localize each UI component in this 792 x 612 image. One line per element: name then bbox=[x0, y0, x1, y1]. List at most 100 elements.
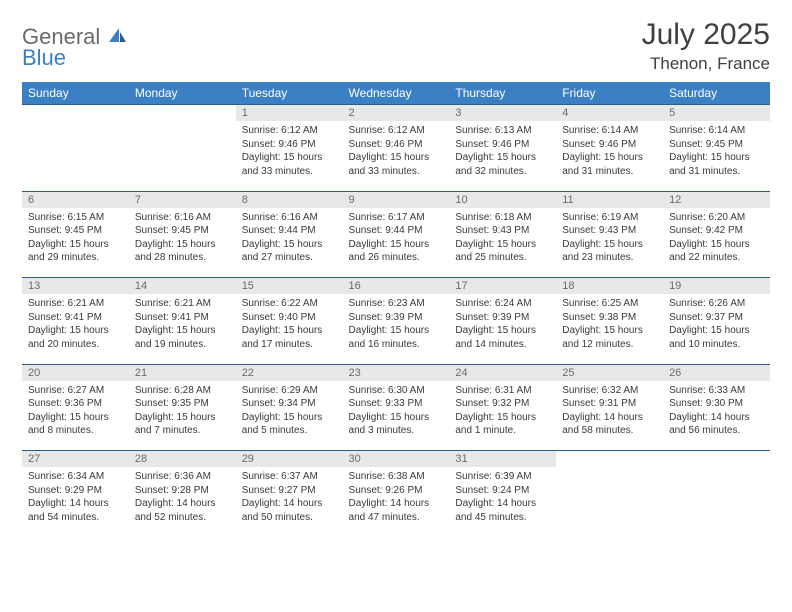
daylight-text-2: and 33 minutes. bbox=[349, 165, 444, 179]
day-cell bbox=[556, 467, 663, 473]
day-number: 17 bbox=[449, 278, 556, 294]
daynum-row: 20212223242526 bbox=[22, 364, 770, 381]
sunset-text: Sunset: 9:29 PM bbox=[28, 484, 123, 498]
sunset-text: Sunset: 9:43 PM bbox=[455, 224, 550, 238]
day-cell: Sunrise: 6:30 AMSunset: 9:33 PMDaylight:… bbox=[343, 381, 450, 441]
daylight-text: Daylight: 15 hours bbox=[562, 238, 657, 252]
daylight-text-2: and 31 minutes. bbox=[669, 165, 764, 179]
sunset-text: Sunset: 9:46 PM bbox=[242, 138, 337, 152]
daylight-text: Daylight: 15 hours bbox=[135, 324, 230, 338]
day-cell: Sunrise: 6:22 AMSunset: 9:40 PMDaylight:… bbox=[236, 294, 343, 354]
sunset-text: Sunset: 9:39 PM bbox=[349, 311, 444, 325]
day-number: 23 bbox=[343, 365, 450, 381]
daylight-text: Daylight: 15 hours bbox=[669, 151, 764, 165]
daycontent-row: Sunrise: 6:12 AMSunset: 9:46 PMDaylight:… bbox=[22, 121, 770, 191]
day-number: 9 bbox=[343, 192, 450, 208]
weekday-header: Wednesday bbox=[343, 82, 450, 105]
weekday-header-row: SundayMondayTuesdayWednesdayThursdayFrid… bbox=[22, 82, 770, 105]
daylight-text: Daylight: 15 hours bbox=[242, 151, 337, 165]
sunrise-text: Sunrise: 6:27 AM bbox=[28, 384, 123, 398]
daylight-text-2: and 50 minutes. bbox=[242, 511, 337, 525]
day-number: 5 bbox=[663, 105, 770, 121]
sunrise-text: Sunrise: 6:31 AM bbox=[455, 384, 550, 398]
day-cell: Sunrise: 6:25 AMSunset: 9:38 PMDaylight:… bbox=[556, 294, 663, 354]
daylight-text-2: and 32 minutes. bbox=[455, 165, 550, 179]
day-cell: Sunrise: 6:37 AMSunset: 9:27 PMDaylight:… bbox=[236, 467, 343, 527]
sunrise-text: Sunrise: 6:33 AM bbox=[669, 384, 764, 398]
sunset-text: Sunset: 9:24 PM bbox=[455, 484, 550, 498]
daynum-row: 6789101112 bbox=[22, 191, 770, 208]
daylight-text: Daylight: 15 hours bbox=[455, 151, 550, 165]
sunset-text: Sunset: 9:40 PM bbox=[242, 311, 337, 325]
sunrise-text: Sunrise: 6:20 AM bbox=[669, 211, 764, 225]
daylight-text-2: and 16 minutes. bbox=[349, 338, 444, 352]
day-cell: Sunrise: 6:20 AMSunset: 9:42 PMDaylight:… bbox=[663, 208, 770, 268]
daylight-text: Daylight: 15 hours bbox=[562, 151, 657, 165]
daylight-text-2: and 10 minutes. bbox=[669, 338, 764, 352]
day-cell bbox=[129, 121, 236, 127]
sunset-text: Sunset: 9:44 PM bbox=[349, 224, 444, 238]
daylight-text-2: and 12 minutes. bbox=[562, 338, 657, 352]
daylight-text: Daylight: 14 hours bbox=[242, 497, 337, 511]
day-cell: Sunrise: 6:12 AMSunset: 9:46 PMDaylight:… bbox=[343, 121, 450, 181]
day-cell: Sunrise: 6:23 AMSunset: 9:39 PMDaylight:… bbox=[343, 294, 450, 354]
day-cell: Sunrise: 6:33 AMSunset: 9:30 PMDaylight:… bbox=[663, 381, 770, 441]
day-number bbox=[663, 451, 770, 467]
day-number: 11 bbox=[556, 192, 663, 208]
sunset-text: Sunset: 9:38 PM bbox=[562, 311, 657, 325]
day-cell: Sunrise: 6:29 AMSunset: 9:34 PMDaylight:… bbox=[236, 381, 343, 441]
day-number: 1 bbox=[236, 105, 343, 121]
sunrise-text: Sunrise: 6:36 AM bbox=[135, 470, 230, 484]
day-cell: Sunrise: 6:31 AMSunset: 9:32 PMDaylight:… bbox=[449, 381, 556, 441]
daylight-text: Daylight: 15 hours bbox=[349, 411, 444, 425]
day-number: 28 bbox=[129, 451, 236, 467]
daylight-text-2: and 58 minutes. bbox=[562, 424, 657, 438]
day-number: 3 bbox=[449, 105, 556, 121]
daylight-text: Daylight: 14 hours bbox=[135, 497, 230, 511]
sunset-text: Sunset: 9:45 PM bbox=[669, 138, 764, 152]
daylight-text: Daylight: 15 hours bbox=[135, 411, 230, 425]
sunset-text: Sunset: 9:43 PM bbox=[562, 224, 657, 238]
day-cell: Sunrise: 6:15 AMSunset: 9:45 PMDaylight:… bbox=[22, 208, 129, 268]
daylight-text-2: and 20 minutes. bbox=[28, 338, 123, 352]
title-block: July 2025 Thenon, France bbox=[642, 18, 770, 74]
daycontent-row: Sunrise: 6:15 AMSunset: 9:45 PMDaylight:… bbox=[22, 208, 770, 278]
day-number: 10 bbox=[449, 192, 556, 208]
daylight-text-2: and 29 minutes. bbox=[28, 251, 123, 265]
daylight-text-2: and 7 minutes. bbox=[135, 424, 230, 438]
weekday-header: Monday bbox=[129, 82, 236, 105]
day-number: 13 bbox=[22, 278, 129, 294]
daynum-row: 13141516171819 bbox=[22, 278, 770, 295]
day-number: 24 bbox=[449, 365, 556, 381]
sunset-text: Sunset: 9:46 PM bbox=[349, 138, 444, 152]
sunrise-text: Sunrise: 6:38 AM bbox=[349, 470, 444, 484]
sunset-text: Sunset: 9:42 PM bbox=[669, 224, 764, 238]
logo: General Blue bbox=[22, 24, 127, 69]
daylight-text-2: and 54 minutes. bbox=[28, 511, 123, 525]
header: General Blue July 2025 Thenon, France bbox=[22, 18, 770, 74]
daylight-text: Daylight: 15 hours bbox=[455, 238, 550, 252]
day-number: 18 bbox=[556, 278, 663, 294]
weekday-header: Sunday bbox=[22, 82, 129, 105]
day-number: 30 bbox=[343, 451, 450, 467]
day-number bbox=[556, 451, 663, 467]
day-number: 4 bbox=[556, 105, 663, 121]
sunset-text: Sunset: 9:26 PM bbox=[349, 484, 444, 498]
sunrise-text: Sunrise: 6:22 AM bbox=[242, 297, 337, 311]
sunset-text: Sunset: 9:36 PM bbox=[28, 397, 123, 411]
daylight-text-2: and 22 minutes. bbox=[669, 251, 764, 265]
day-number: 16 bbox=[343, 278, 450, 294]
daylight-text: Daylight: 15 hours bbox=[28, 411, 123, 425]
daylight-text: Daylight: 15 hours bbox=[242, 238, 337, 252]
daylight-text: Daylight: 15 hours bbox=[562, 324, 657, 338]
daycontent-row: Sunrise: 6:34 AMSunset: 9:29 PMDaylight:… bbox=[22, 467, 770, 537]
day-cell: Sunrise: 6:34 AMSunset: 9:29 PMDaylight:… bbox=[22, 467, 129, 527]
day-cell: Sunrise: 6:21 AMSunset: 9:41 PMDaylight:… bbox=[22, 294, 129, 354]
weekday-header: Friday bbox=[556, 82, 663, 105]
daylight-text: Daylight: 14 hours bbox=[349, 497, 444, 511]
sunrise-text: Sunrise: 6:21 AM bbox=[28, 297, 123, 311]
daylight-text-2: and 25 minutes. bbox=[455, 251, 550, 265]
sunrise-text: Sunrise: 6:14 AM bbox=[562, 124, 657, 138]
daylight-text-2: and 8 minutes. bbox=[28, 424, 123, 438]
sunset-text: Sunset: 9:41 PM bbox=[28, 311, 123, 325]
